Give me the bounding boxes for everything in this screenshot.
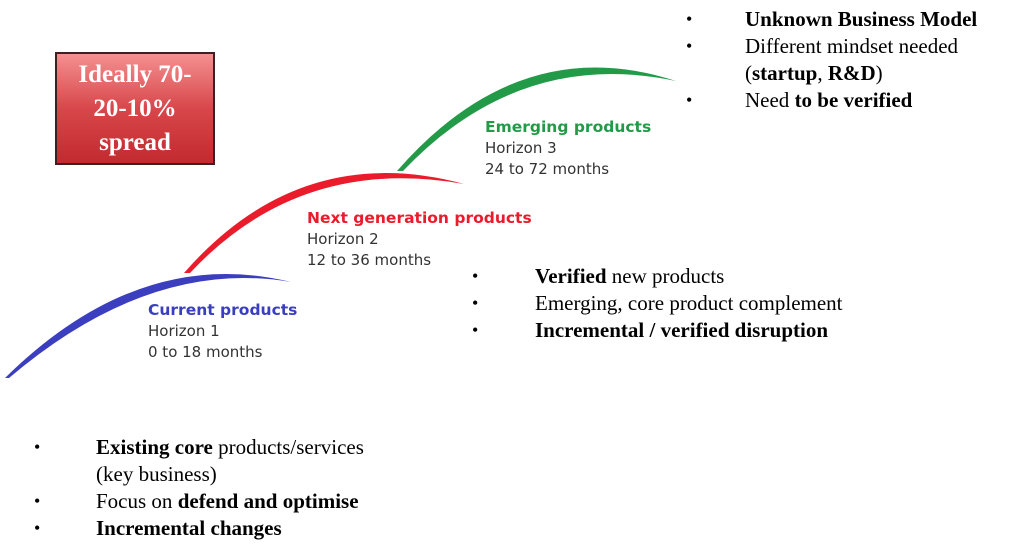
- point-text: (key business): [96, 462, 217, 486]
- point-text: ,: [817, 61, 828, 85]
- horizon-range: 24 to 72 months: [485, 160, 610, 178]
- horizon-3-points: • Unknown Business Model • Different minds…: [686, 6, 977, 114]
- bullet: •: [34, 518, 41, 538]
- bullet: •: [472, 266, 479, 286]
- point-text: defend and optimise: [177, 489, 359, 513]
- point-text: products/services: [212, 435, 364, 459]
- point-text: Focus on: [96, 489, 178, 513]
- horizon-name: Horizon 3: [485, 139, 557, 157]
- point-text: Unknown Business Model: [745, 7, 978, 31]
- horizon-1-label: Current products Horizon 1 0 to 18 month…: [148, 300, 297, 363]
- horizon-name: Horizon 1: [148, 322, 220, 340]
- bullet: •: [686, 90, 693, 110]
- point-text: ): [875, 61, 883, 85]
- point-text: Incremental changes: [96, 516, 282, 540]
- point-text: Existing core: [96, 435, 213, 459]
- bullet: •: [686, 36, 693, 56]
- callout-line: spread: [99, 128, 171, 156]
- horizon-title: Emerging products: [485, 118, 652, 136]
- point-text: Need: [745, 88, 795, 112]
- point-text: startup: [752, 61, 818, 85]
- bullet: •: [472, 293, 479, 313]
- horizon-range: 12 to 36 months: [307, 251, 432, 269]
- horizon-title: Current products: [148, 301, 298, 319]
- horizon-title: Next generation products: [307, 209, 532, 227]
- horizon-2-points: • Verified new products • Emerging, core p…: [472, 263, 843, 344]
- horizon-2-curve: [184, 173, 464, 273]
- point-text: Verified: [535, 264, 607, 288]
- spread-callout: Ideally 70- 20-10% spread: [55, 52, 215, 165]
- point-text: (: [745, 61, 752, 85]
- horizon-3-curve: [397, 67, 676, 171]
- horizon-range: 0 to 18 months: [148, 343, 263, 361]
- point-text: Different mindset needed: [745, 34, 959, 58]
- point-text: to be verified: [794, 88, 913, 112]
- bullet: •: [472, 320, 479, 340]
- callout-line: Ideally 70-: [78, 60, 192, 88]
- point-text: Incremental / verified disruption: [535, 318, 829, 342]
- point-text: Emerging, core product complement: [535, 291, 843, 315]
- bullet: •: [34, 491, 41, 511]
- callout-line: 20-10%: [93, 94, 177, 122]
- point-text: R&D: [827, 61, 876, 85]
- bullet: •: [34, 437, 41, 457]
- horizon-2-label: Next generation products Horizon 2 12 to…: [307, 208, 532, 271]
- horizon-3-label: Emerging products Horizon 3 24 to 72 mon…: [485, 117, 651, 180]
- horizon-name: Horizon 2: [307, 230, 379, 248]
- point-text: new products: [606, 264, 725, 288]
- horizon-1-points: • Existing core products/services (key bu…: [34, 434, 364, 542]
- bullet: •: [686, 9, 693, 29]
